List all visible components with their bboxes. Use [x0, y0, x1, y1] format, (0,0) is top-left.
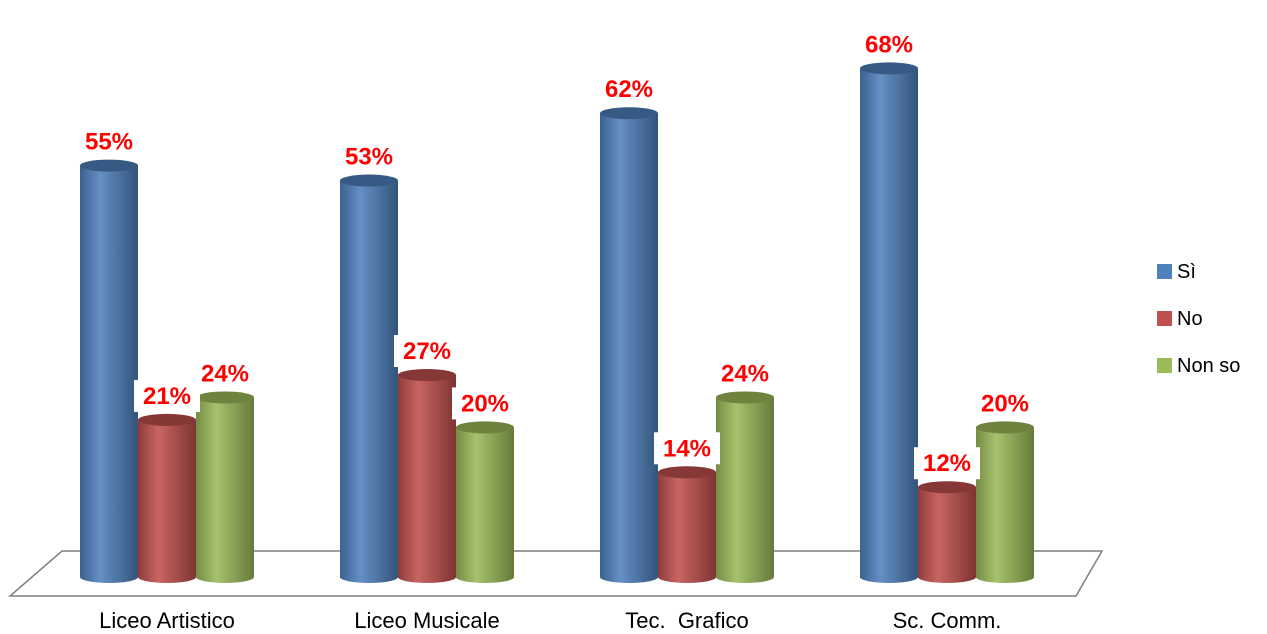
data-label-2-2: 24% [712, 357, 778, 390]
bar-1-1 [398, 369, 456, 583]
svg-text:53%: 53% [345, 144, 393, 171]
data-label-3-1: 12% [914, 447, 980, 480]
svg-text:55%: 55% [85, 129, 133, 156]
data-label-1-0: 53% [336, 140, 402, 173]
svg-text:24%: 24% [201, 360, 249, 387]
svg-text:20%: 20% [981, 390, 1029, 417]
data-label-3-0: 68% [856, 28, 922, 61]
data-label-3-2: 20% [972, 387, 1038, 420]
legend-label-2: Non so [1177, 355, 1240, 377]
bar-0-2 [196, 391, 254, 583]
legend: Sì No Non so [1157, 261, 1240, 377]
legend-swatch-1 [1157, 311, 1172, 326]
svg-text:27%: 27% [403, 338, 451, 365]
data-label-0-2: 24% [192, 357, 258, 390]
chart-floor [7, 550, 1104, 597]
bar-2-2 [716, 391, 774, 583]
svg-text:12%: 12% [923, 450, 971, 477]
legend-label-0: Sì [1177, 261, 1196, 283]
category-label-3: Sc. Comm. [893, 608, 1002, 633]
bar-3-0 [860, 62, 918, 584]
bar-0-0 [80, 159, 138, 583]
legend-item-0: Sì [1157, 261, 1196, 283]
category-label-0: Liceo Artistico [99, 608, 235, 633]
bars-group [80, 62, 1034, 584]
svg-text:14%: 14% [663, 435, 711, 462]
bar-3-1 [918, 481, 976, 583]
legend-item-2: Non so [1157, 355, 1240, 377]
svg-text:68%: 68% [865, 31, 913, 58]
svg-text:21%: 21% [143, 383, 191, 410]
svg-text:62%: 62% [605, 76, 653, 103]
legend-label-1: No [1177, 308, 1203, 330]
svg-text:24%: 24% [721, 360, 769, 387]
data-labels-group: 55% 21% 24% 53% 27% 20% 62% 14% 24% 68% 12% 20% [76, 28, 1038, 480]
data-label-0-1: 21% [134, 379, 200, 412]
data-label-2-0: 62% [596, 73, 662, 106]
legend-swatch-2 [1157, 358, 1172, 373]
data-label-2-1: 14% [654, 432, 720, 465]
bar-3-2 [976, 421, 1034, 583]
bar-2-1 [658, 466, 716, 583]
category-label-2: Tec. Grafico [625, 608, 748, 633]
data-label-1-2: 20% [452, 387, 518, 420]
category-label-1: Liceo Musicale [354, 608, 500, 633]
legend-swatch-0 [1157, 264, 1172, 279]
data-label-1-1: 27% [394, 335, 460, 368]
legend-item-1: No [1157, 308, 1203, 330]
svg-text:20%: 20% [461, 390, 509, 417]
bar-1-0 [340, 174, 398, 583]
category-labels-group: Liceo Artistico Liceo Musicale Tec. Grafic… [99, 608, 1001, 633]
bar-1-2 [456, 421, 514, 583]
bar-0-1 [138, 413, 196, 583]
data-label-0-0: 55% [76, 125, 142, 158]
bar-2-0 [600, 107, 658, 584]
